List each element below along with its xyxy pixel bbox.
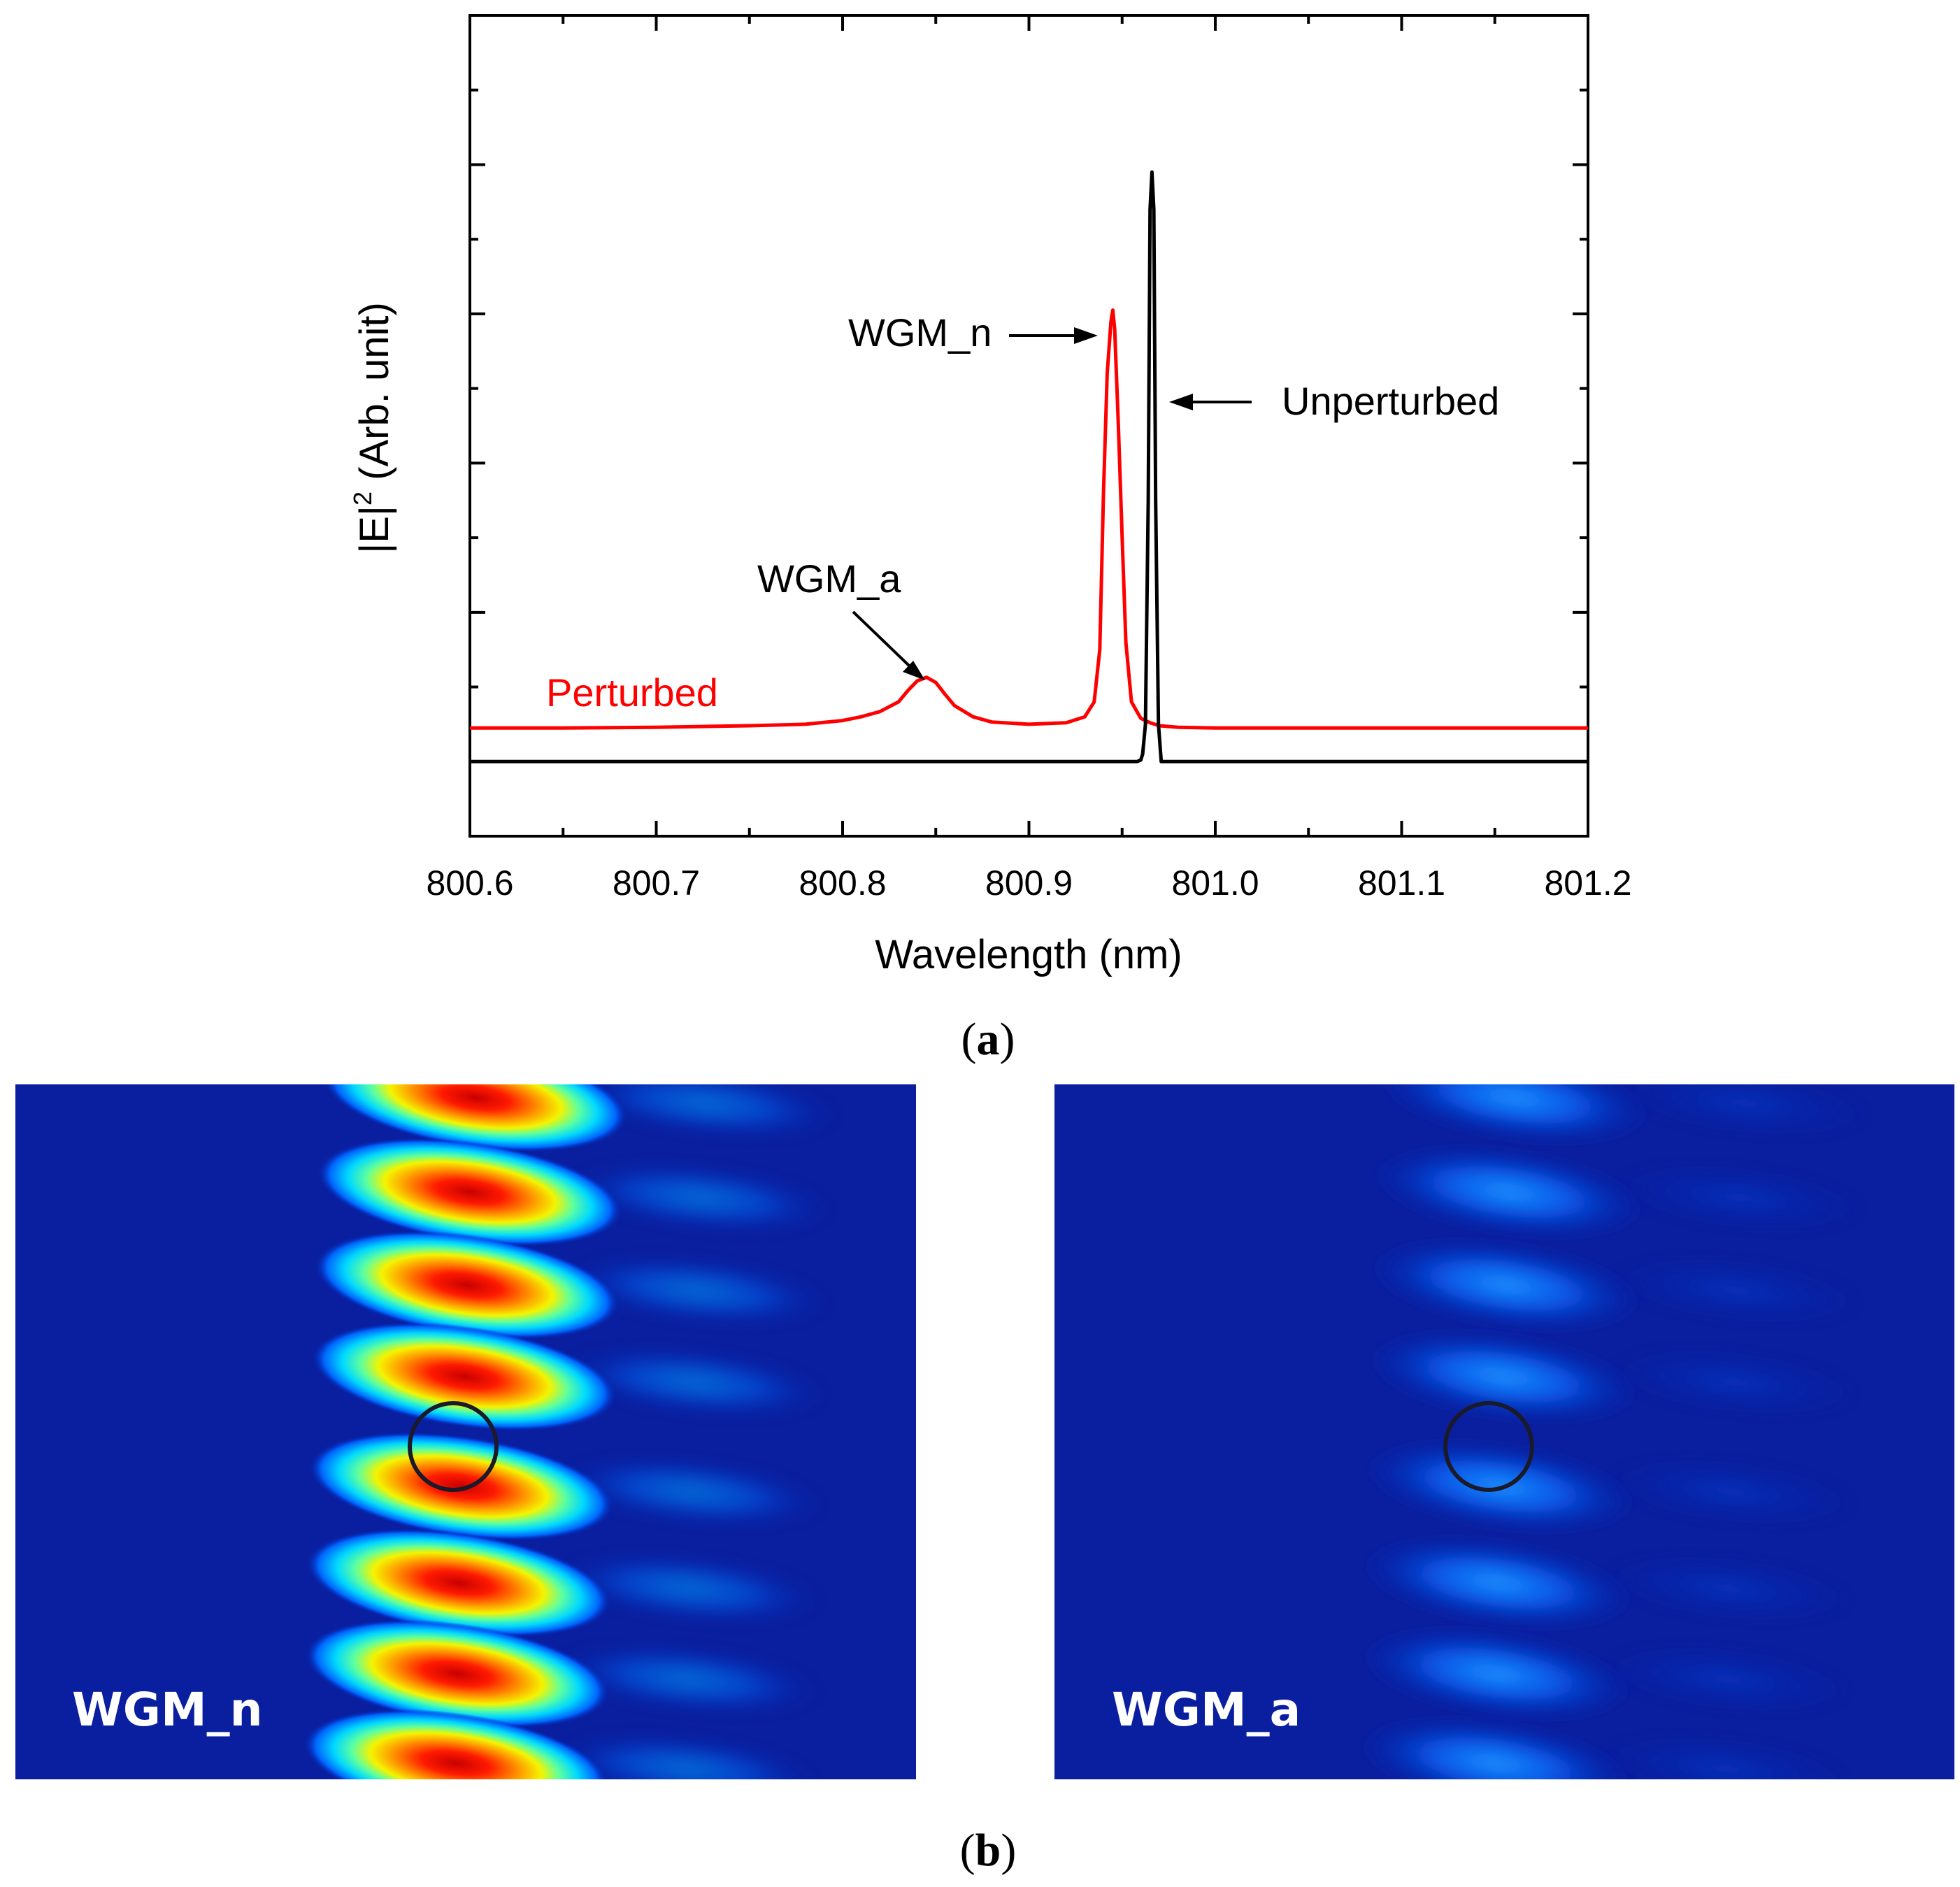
x-tick-label: 801.1 — [1358, 863, 1445, 903]
main-lobe — [303, 1709, 609, 1779]
caption-a: (a) — [961, 1014, 1015, 1065]
main-lobe — [1357, 1628, 1636, 1720]
caption-b: (b) — [960, 1825, 1017, 1876]
y-axis-title: |E|2 (Arb. unit) — [348, 302, 397, 554]
side-lobe — [568, 1163, 833, 1232]
x-tick-label: 800.7 — [613, 863, 700, 903]
main-lobe — [304, 1619, 610, 1728]
x-tick-label: 800.6 — [426, 863, 513, 903]
side-lobe — [562, 1347, 827, 1416]
main-lobe — [1375, 1084, 1654, 1144]
side-lobe — [1601, 1647, 1852, 1712]
main-lobe — [314, 1231, 620, 1340]
series-label-perturbed: Perturbed — [546, 670, 718, 715]
main-lobe — [1356, 1717, 1634, 1779]
main-lobe — [1367, 1239, 1645, 1331]
mode-lobes-wgm-n — [303, 1084, 838, 1779]
annotation-wgm-n: WGM_n — [848, 310, 992, 354]
mode-lobes-wgm-a — [1356, 1084, 1870, 1779]
x-tick-label: 800.9 — [985, 863, 1073, 903]
x-tick-label: 800.8 — [799, 863, 886, 903]
main-lobe — [1364, 1330, 1643, 1423]
field-map-label-wgm-a: WGM_a — [1112, 1683, 1301, 1737]
y-axis-title-main: |E| — [352, 505, 397, 554]
series-layer — [470, 170, 1588, 763]
side-lobe — [1600, 1737, 1851, 1779]
side-lobe — [555, 1644, 820, 1714]
x-axis-title: Wavelength (nm) — [875, 932, 1182, 977]
side-lobe — [1608, 1350, 1859, 1414]
main-lobe — [1359, 1537, 1637, 1629]
arrow-unperturbed — [1169, 394, 1252, 410]
annotation-unperturbed: Unperturbed — [1282, 379, 1499, 423]
main-lobe — [308, 1432, 615, 1541]
side-lobe — [1614, 1165, 1865, 1230]
arrow-wgm-n — [1009, 327, 1098, 344]
x-tick-label: 801.2 — [1544, 863, 1631, 903]
main-lobe — [311, 1322, 617, 1431]
side-lobe — [559, 1457, 824, 1526]
x-tick-label: 801.0 — [1171, 863, 1259, 903]
y-axis-title-superscript: 2 — [348, 492, 377, 505]
main-lobe — [317, 1138, 623, 1247]
field-map-wgm-a: WGM_a — [1054, 1084, 1954, 1779]
side-lobe — [1603, 1556, 1854, 1621]
main-lobe — [322, 1084, 629, 1152]
main-lobe — [306, 1528, 612, 1637]
field-map-wgm-n: WGM_n — [15, 1084, 916, 1779]
particle-circle — [1443, 1401, 1534, 1492]
y-axis-title-rest: (Arb. unit) — [352, 302, 397, 492]
particle-circle — [408, 1401, 499, 1492]
main-lobe — [1370, 1146, 1648, 1238]
series-line-perturbed — [470, 308, 1588, 730]
side-lobe — [1605, 1460, 1857, 1524]
series-line-unperturbed — [470, 170, 1588, 763]
side-lobe — [573, 1084, 838, 1138]
side-lobe — [1611, 1258, 1862, 1323]
side-lobe — [557, 1554, 822, 1623]
arrow-wgm-a — [852, 610, 925, 680]
axis-ticks — [468, 14, 1589, 838]
side-lobe — [554, 1734, 819, 1779]
x-tick-labels: 800.6 800.7 800.8 800.9 801.0 801.1 801.2 — [426, 863, 1631, 903]
side-lobe — [1619, 1084, 1870, 1135]
spectrum-plot: 800.6 800.7 800.8 800.9 801.0 801.1 801.2 Wave… — [348, 14, 1632, 977]
side-lobe — [565, 1256, 830, 1325]
annotation-wgm-a: WGM_a — [757, 557, 901, 601]
field-map-label-wgm-n: WGM_n — [72, 1683, 263, 1737]
